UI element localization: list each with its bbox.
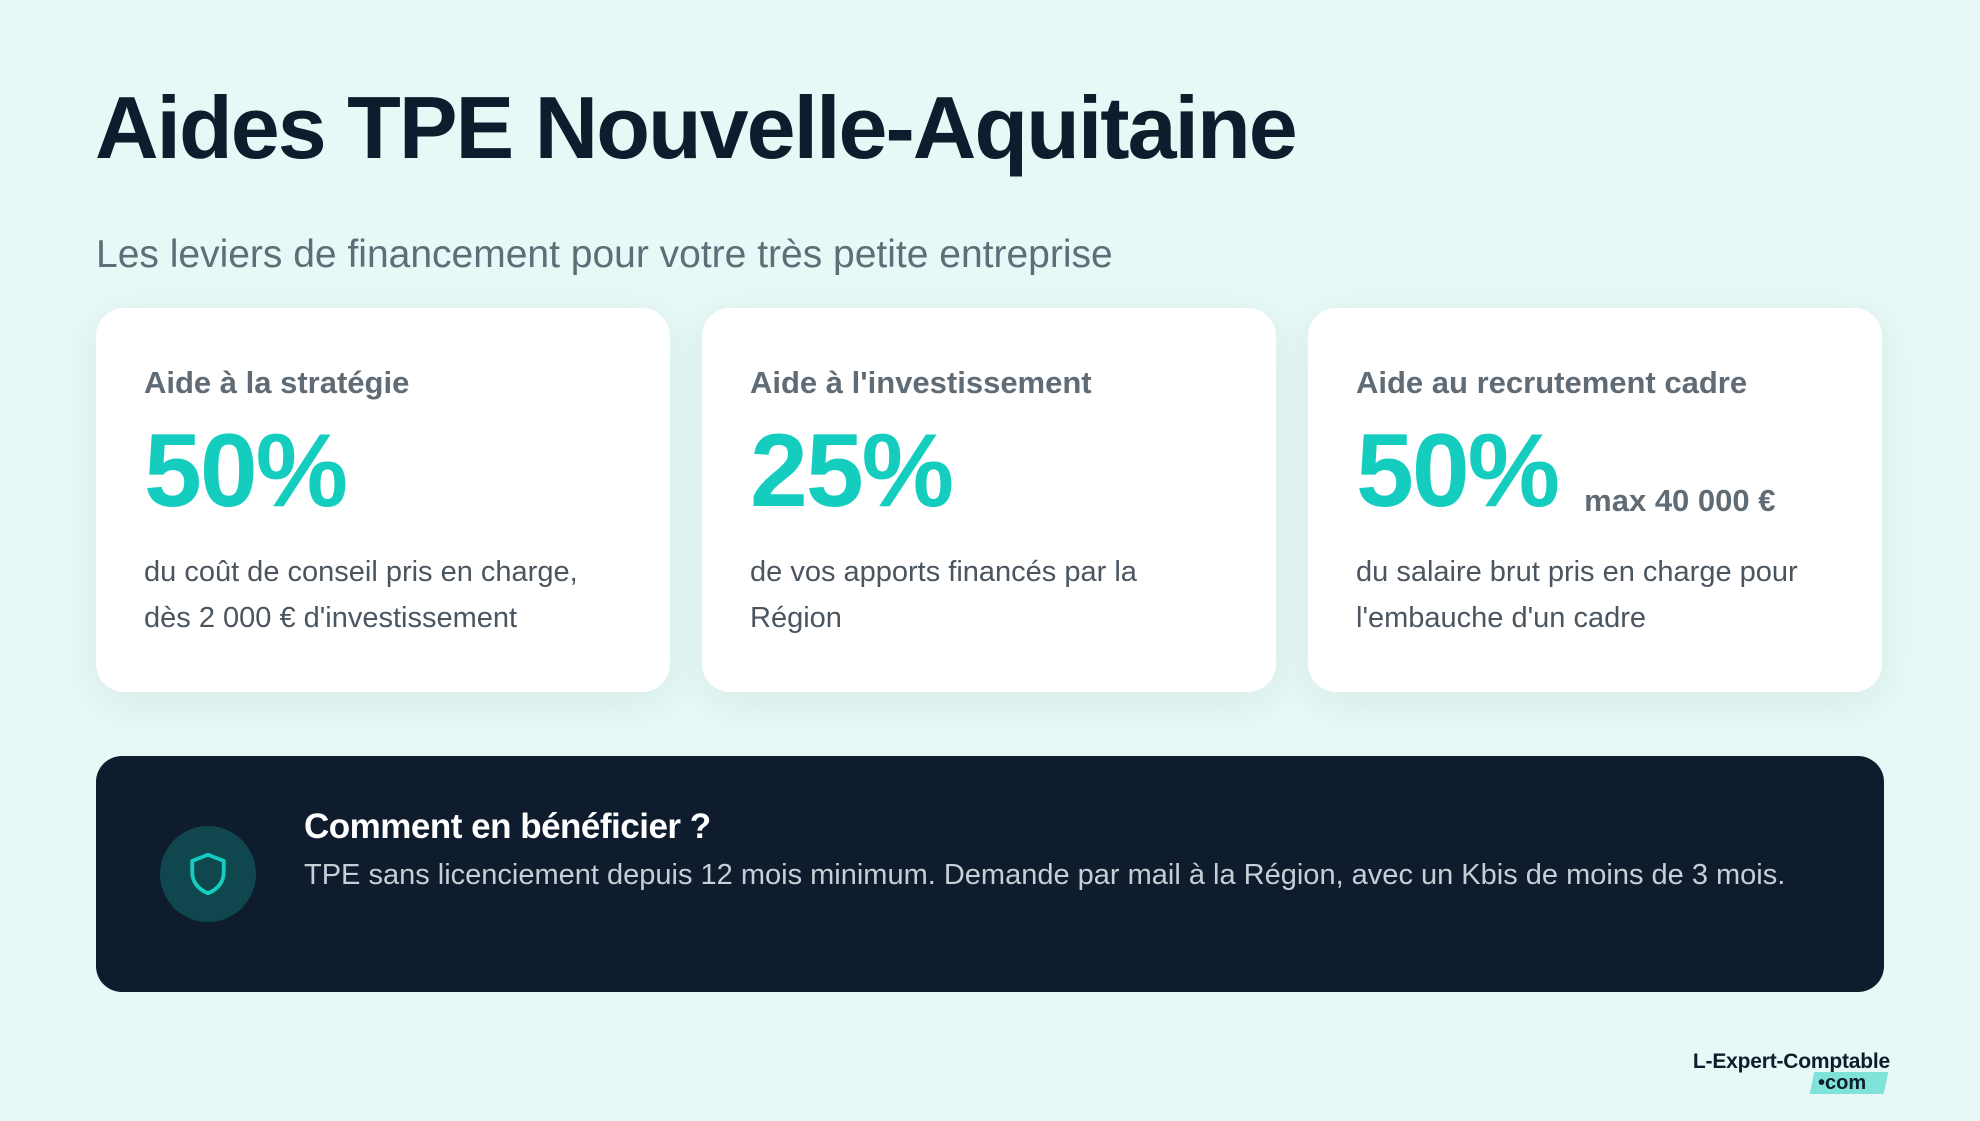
card-description: de vos apports financés par la Région xyxy=(750,556,1137,635)
card-label: Aide au recrutement cadre xyxy=(1356,365,1748,400)
card-percentage: 25% xyxy=(750,413,954,530)
shield-icon xyxy=(190,852,226,896)
aid-cards: Aide à la stratégie 50% du coût de conse… xyxy=(96,308,1884,692)
card-value-row: 25% xyxy=(750,419,1228,523)
logo-domain-text: •com xyxy=(1818,1072,1867,1094)
card-description: du salaire brut pris en charge pour l'em… xyxy=(1356,556,1798,635)
page-subtitle: Les leviers de financement pour votre tr… xyxy=(96,233,1113,276)
eligibility-banner: Comment en bénéficier ? TPE sans licenci… xyxy=(96,756,1884,992)
logo-domain-tag: •com xyxy=(1809,1072,1889,1094)
eligibility-title: Comment en bénéficier ? xyxy=(304,807,711,846)
card-description: du coût de conseil pris en charge, dès 2… xyxy=(144,556,578,635)
logo-wordmark: L-Expert-Comptable xyxy=(1692,1050,1890,1073)
aid-card-investment: Aide à l'investissement 25% de vos appor… xyxy=(702,308,1276,692)
card-label: Aide à l'investissement xyxy=(750,365,1092,400)
aid-card-strategy: Aide à la stratégie 50% du coût de conse… xyxy=(96,308,670,692)
page-title: Aides TPE Nouvelle-Aquitaine xyxy=(95,78,1298,177)
card-value-row: 50% max 40 000 € xyxy=(1356,419,1834,523)
card-label: Aide à la stratégie xyxy=(144,365,410,400)
card-max-amount: max 40 000 € xyxy=(1584,483,1776,518)
brand-logo: L-Expert-Comptable •com xyxy=(1660,1050,1890,1100)
card-percentage: 50% xyxy=(1356,413,1560,530)
shield-icon-badge xyxy=(160,826,256,922)
eligibility-text: TPE sans licenciement depuis 12 mois min… xyxy=(304,859,1786,891)
aid-card-recruitment: Aide au recrutement cadre 50% max 40 000… xyxy=(1308,308,1882,692)
card-value-row: 50% xyxy=(144,419,622,523)
card-percentage: 50% xyxy=(144,413,348,530)
